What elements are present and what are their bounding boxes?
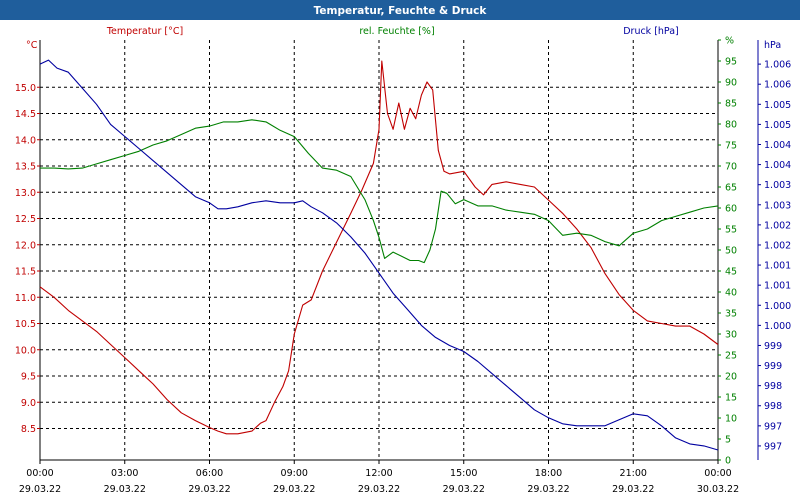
pressure-ticks: 997 997 998 998 999 999 1.000 1.000 1.001 1.001 1.… bbox=[758, 60, 791, 452]
x-tick-time: 00:00 bbox=[704, 468, 731, 479]
pressure-tick-label: 1.005 bbox=[764, 120, 791, 131]
humidity-tick-label: 55 bbox=[725, 225, 737, 236]
temperature-axis-label: Temperatur [°C] bbox=[106, 26, 183, 37]
pressure-tick-label: 1.001 bbox=[764, 261, 791, 272]
x-tick-date: 29.03.22 bbox=[527, 484, 569, 495]
temperature-tick-label: 9.5 bbox=[21, 372, 36, 383]
temperature-tick-label: 10.0 bbox=[15, 345, 36, 356]
humidity-tick-label: 25 bbox=[725, 351, 737, 362]
pressure-tick-label: 1.004 bbox=[764, 140, 791, 151]
temperature-tick-label: 12.5 bbox=[15, 214, 36, 225]
x-tick-time: 03:00 bbox=[111, 468, 138, 479]
temperature-tick-label: 11.0 bbox=[15, 293, 36, 304]
pressure-tick-label: 1.006 bbox=[764, 60, 791, 71]
humidity-tick-label: 65 bbox=[725, 183, 737, 194]
pressure-tick-label: 997 bbox=[764, 441, 782, 452]
x-tick-date: 29.03.22 bbox=[273, 484, 315, 495]
humidity-tick-label: 95 bbox=[725, 57, 737, 68]
temperature-tick-label: 8.5 bbox=[21, 424, 36, 435]
x-tick-time: 15:00 bbox=[450, 468, 477, 479]
humidity-tick-label: 20 bbox=[725, 372, 737, 383]
pressure-tick-label: 1.001 bbox=[764, 281, 791, 292]
pressure-tick-label: 999 bbox=[764, 361, 782, 372]
x-tick-date: 29.03.22 bbox=[443, 484, 485, 495]
pressure-line bbox=[39, 59, 719, 451]
humidity-tick-label: 30 bbox=[725, 330, 737, 341]
pressure-tick-label: 1.004 bbox=[764, 160, 791, 171]
x-tick-date: 30.03.22 bbox=[697, 484, 739, 495]
pressure-axis-label: Druck [hPa] bbox=[623, 26, 679, 37]
pressure-tick-label: 998 bbox=[764, 381, 782, 392]
x-tick-date: 29.03.22 bbox=[358, 484, 400, 495]
x-tick-date: 29.03.22 bbox=[104, 484, 146, 495]
x-tick-time: 12:00 bbox=[365, 468, 392, 479]
humidity-tick-label: 40 bbox=[725, 288, 737, 299]
humidity-tick-label: 85 bbox=[725, 99, 737, 110]
temperature-tick-label: 13.0 bbox=[15, 188, 36, 199]
humidity-ticks: 0 5 10 15 20 25 30 35 40 45 50 55 60 65 70 75 80 85 90 95% bbox=[718, 36, 737, 467]
pressure-tick-label: 997 bbox=[764, 421, 782, 432]
humidity-tick-label: 35 bbox=[725, 309, 737, 320]
temperature-tick-label: 9.0 bbox=[21, 398, 36, 409]
pressure-tick-label: 999 bbox=[764, 341, 782, 352]
grid bbox=[40, 40, 718, 460]
humidity-tick-label: 5 bbox=[725, 435, 731, 446]
temperature-line bbox=[39, 60, 719, 435]
title-bar bbox=[0, 0, 800, 20]
humidity-line bbox=[40, 119, 719, 264]
temperature-tick-label: 12.0 bbox=[15, 240, 36, 251]
temperature-tick-label: 11.5 bbox=[15, 267, 36, 278]
x-tick-time: 09:00 bbox=[281, 468, 308, 479]
humidity-tick-label: 10 bbox=[725, 414, 737, 425]
humidity-tick-label: 70 bbox=[725, 162, 737, 173]
temperature-tick-label: 15.0 bbox=[15, 83, 36, 94]
pressure-tick-label: 1.002 bbox=[764, 240, 791, 251]
x-tick-time: 00:00 bbox=[26, 468, 53, 479]
x-tick-time: 06:00 bbox=[196, 468, 223, 479]
x-tick-date: 29.03.22 bbox=[188, 484, 230, 495]
x-ticks: 00:00 29.03.22 03:00 29.03.22 06:00 29.03.22 0… bbox=[19, 460, 739, 495]
x-tick-time: 21:00 bbox=[620, 468, 647, 479]
humidity-tick-label: 50 bbox=[725, 246, 737, 257]
pressure-tick-label: 1.000 bbox=[764, 321, 791, 332]
x-tick-date: 29.03.22 bbox=[19, 484, 61, 495]
temperature-unit-label: °C bbox=[26, 40, 38, 51]
temperature-tick-label: 13.5 bbox=[15, 162, 36, 173]
series-group bbox=[39, 59, 719, 451]
temperature-tick-label: 14.5 bbox=[15, 109, 36, 120]
pressure-tick-label: 1.002 bbox=[764, 220, 791, 231]
humidity-tick-label: 15 bbox=[725, 393, 737, 404]
temperature-ticks: 8.5 9.0 9.5 10.0 10.5 11.0 11.5 12.0 12.5 13.0 13.… bbox=[15, 83, 40, 435]
pressure-tick-label: 1.003 bbox=[764, 180, 791, 191]
chart-title: Temperatur, Feuchte & Druck bbox=[314, 5, 488, 17]
humidity-tick-label: % bbox=[725, 36, 734, 47]
x-tick-date: 29.03.22 bbox=[612, 484, 654, 495]
humidity-tick-label: 0 bbox=[725, 456, 731, 467]
humidity-tick-label: 75 bbox=[725, 141, 737, 152]
humidity-tick-label: 45 bbox=[725, 267, 737, 278]
temperature-tick-label: 14.0 bbox=[15, 135, 36, 146]
humidity-axis-label: rel. Feuchte [%] bbox=[359, 26, 434, 37]
temperature-tick-label: 10.5 bbox=[15, 319, 36, 330]
pressure-tick-label: 1.006 bbox=[764, 80, 791, 91]
x-tick-time: 18:00 bbox=[535, 468, 562, 479]
humidity-tick-label: 60 bbox=[725, 204, 737, 215]
pressure-tick-label: 998 bbox=[764, 401, 782, 412]
pressure-tick-label: 1.005 bbox=[764, 100, 791, 111]
humidity-tick-label: 90 bbox=[725, 78, 737, 89]
pressure-unit-label: hPa bbox=[764, 40, 781, 51]
humidity-tick-label: 80 bbox=[725, 120, 737, 131]
pressure-tick-label: 1.003 bbox=[764, 200, 791, 211]
pressure-tick-label: 1.000 bbox=[764, 301, 791, 312]
